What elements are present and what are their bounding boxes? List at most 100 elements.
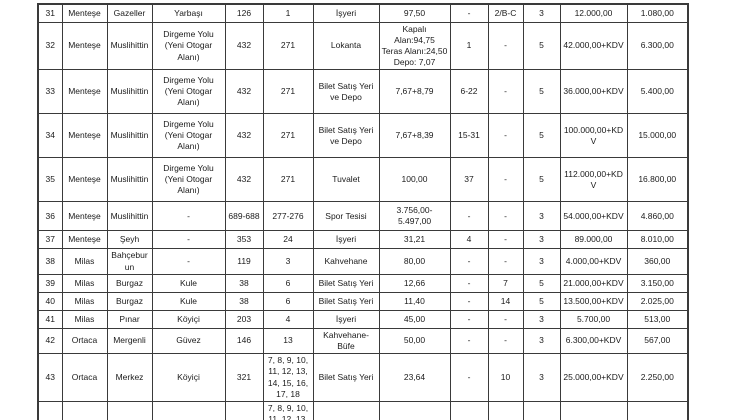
table-cell: 7, 8, 9, 10, 11, 12, 13, 14, 15, 16, 17,…	[262, 353, 314, 403]
table-cell: 4.860,00	[626, 201, 689, 232]
table-cell: Bilet Satış Yeri	[312, 291, 380, 311]
table-cell: 100,00	[378, 157, 451, 203]
table-cell: 42	[37, 327, 63, 355]
table-cell: 271	[262, 69, 314, 115]
table-cell: 17	[487, 401, 524, 420]
table-cell: İşyeri	[312, 309, 380, 329]
table-cell: 43	[37, 353, 63, 403]
table-cell: -	[487, 248, 524, 275]
table-cell: 271	[262, 157, 314, 203]
table-cell: 44	[37, 401, 63, 420]
table-cell: 3	[262, 248, 314, 275]
table-cell: 8.010,00	[626, 230, 689, 250]
table-cell: 6	[262, 291, 314, 311]
table-cell: 5	[522, 291, 561, 311]
table-cell: Köyiçi	[151, 309, 226, 329]
table-cell: -	[449, 291, 489, 311]
table-cell: 3	[522, 230, 561, 250]
table-cell: Ortaca	[61, 353, 108, 403]
table-cell: 7	[487, 273, 524, 293]
table-cell: 4	[449, 230, 489, 250]
table-cell: Tuvalet	[312, 157, 380, 203]
table-cell: 36	[37, 201, 63, 232]
table-cell: 432	[224, 113, 264, 159]
table-cell: 2.025,00	[626, 291, 689, 311]
table-cell: Dirgeme Yolu (Yeni Otogar Alanı)	[151, 113, 226, 159]
table-cell: 321	[224, 353, 264, 403]
table-cell: 432	[224, 21, 264, 71]
table-cell: 7,67+8,79	[378, 69, 451, 115]
table-cell: Pınar	[106, 309, 153, 329]
table-cell: 271	[262, 113, 314, 159]
table-row: 39 Milas Burgaz Kule 38 6 Bilet Satış Yeri 12,6…	[37, 273, 689, 293]
table-cell: Menteşe	[61, 113, 108, 159]
table-cell: 2/B-C	[487, 3, 524, 23]
table-cell: Köyiçi	[151, 353, 226, 403]
table-cell: 432	[224, 157, 264, 203]
table-cell: 34	[37, 113, 63, 159]
table-cell: 5	[522, 273, 561, 293]
table-cell: Merkez	[106, 353, 153, 403]
table-row: 35 Menteşe Muslihittin Dirgeme Yolu (Yeni O…	[37, 157, 689, 203]
table-cell: Bilet Satış Yeri	[312, 353, 380, 403]
table-cell: -	[151, 248, 226, 275]
table-cell: 6-22	[449, 69, 489, 115]
table-cell: 3	[522, 201, 561, 232]
table-cell: Milas	[61, 291, 108, 311]
table-cell: 37	[37, 230, 63, 250]
table-cell: Muslihittin	[106, 201, 153, 232]
table-cell: 126	[224, 3, 264, 23]
table-cell: 15.000,00	[626, 113, 689, 159]
table-cell: 3	[522, 309, 561, 329]
table-cell: 3	[522, 248, 561, 275]
table-cell: Menteşe	[61, 3, 108, 23]
table-cell: Menteşe	[61, 69, 108, 115]
table-cell: 38	[224, 291, 264, 311]
table-cell: 277-276	[262, 201, 314, 232]
table-cell: 25.000,00+KDV	[559, 353, 628, 403]
table-cell: 40	[37, 291, 63, 311]
table-cell: 3.150,00	[626, 273, 689, 293]
table-cell: 11,40	[378, 291, 451, 311]
table-cell: Şeyh	[106, 230, 153, 250]
table-cell: Muslihittin	[106, 113, 153, 159]
table-cell: İşyeri	[312, 230, 380, 250]
table-cell: 50,00	[378, 327, 451, 355]
table-cell: -	[449, 273, 489, 293]
table-cell: Bahçeburun	[106, 248, 153, 275]
table-cell: Muslihittin	[106, 157, 153, 203]
table-cell: -	[449, 3, 489, 23]
table-cell: 21.000,00+KDV	[559, 273, 628, 293]
table-cell: Mergenli	[106, 327, 153, 355]
table-cell: Köyiçi	[151, 401, 226, 420]
table-cell: 37	[449, 157, 489, 203]
table-row: 41 Milas Pınar Köyiçi 203 4 İşyeri 45,00- -3 5.70…	[37, 309, 689, 329]
table-cell: 14	[487, 291, 524, 311]
table-cell: 12,66	[378, 273, 451, 293]
table-cell: 38	[224, 273, 264, 293]
table-cell: 321	[224, 401, 264, 420]
table-cell: 432	[224, 69, 264, 115]
table-cell: 7,67+8,39	[378, 113, 451, 159]
table-cell: 36.000,00+KDV	[559, 69, 628, 115]
table-cell: 5	[522, 113, 561, 159]
table-cell: -	[449, 401, 489, 420]
table-cell: Dirgeme Yolu (Yeni Otogar Alanı)	[151, 21, 226, 71]
table-cell: 3.780,00	[626, 401, 689, 420]
table-cell: 39	[37, 273, 63, 293]
table-cell: 5	[522, 157, 561, 203]
table-cell: 7, 8, 9, 10, 11, 12, 13, 14, 15, 16, 17,…	[262, 401, 314, 420]
table-cell: Kule	[151, 291, 226, 311]
table-cell: 1.080,00	[626, 3, 689, 23]
table-cell: -	[449, 309, 489, 329]
table-cell: 132,55	[378, 401, 451, 420]
table-cell: 5	[522, 21, 561, 71]
table-cell: 33	[37, 69, 63, 115]
table-cell: -	[449, 327, 489, 355]
table-cell: Güvez	[151, 327, 226, 355]
table-cell: 38	[37, 248, 63, 275]
table-cell: 32	[37, 21, 63, 71]
table-cell: 97,50	[378, 3, 451, 23]
table-cell: 89.000,00	[559, 230, 628, 250]
